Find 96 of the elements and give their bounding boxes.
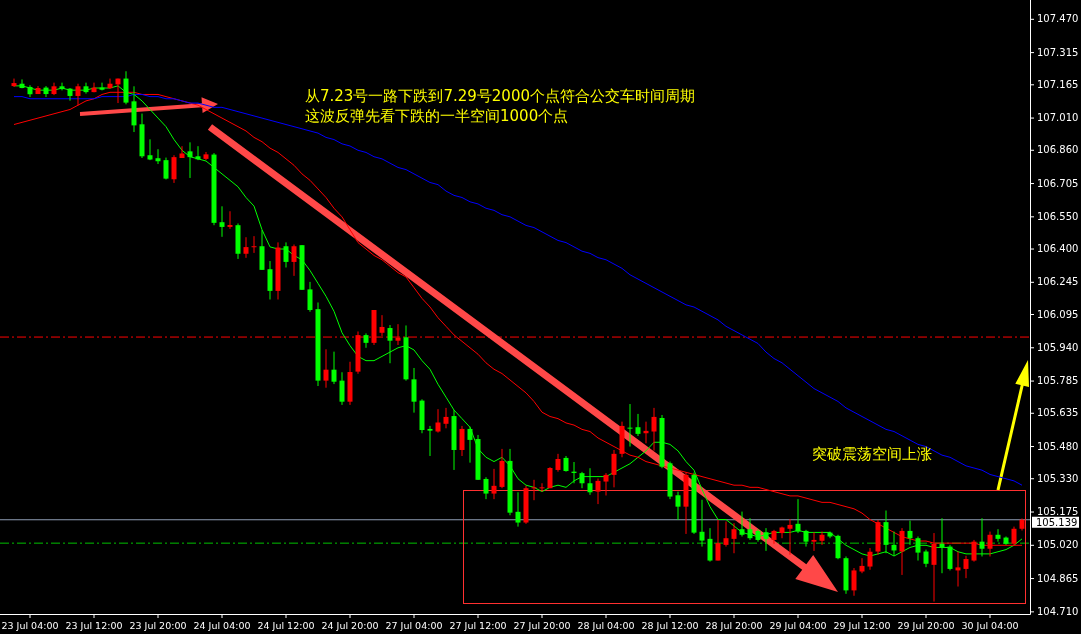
y-tick-label: 107.165: [1037, 78, 1079, 90]
candlestick: [187, 141, 193, 179]
candlestick: [699, 499, 705, 548]
candlestick: [171, 154, 177, 184]
candlestick: [955, 551, 961, 588]
candlestick: [603, 472, 609, 496]
y-tick-label: 106.705: [1037, 177, 1079, 189]
ref-line-label: 105.139: [1036, 516, 1078, 528]
candlestick: [387, 324, 393, 364]
y-tick-label: 105.020: [1037, 539, 1079, 551]
candlestick: [747, 517, 753, 541]
candlestick: [587, 467, 593, 496]
x-tick-label: 28 Jul 12:00: [641, 620, 699, 631]
candlestick: [427, 425, 433, 457]
y-tick-label: 105.330: [1037, 472, 1079, 484]
candlestick: [467, 426, 473, 464]
x-tick-label: 27 Jul 20:00: [513, 620, 571, 631]
candlestick: [739, 511, 745, 537]
candlestick: [795, 498, 801, 534]
y-tick-label: 105.480: [1037, 440, 1079, 452]
candlestick: [307, 281, 313, 313]
y-tick-label: 104.865: [1037, 572, 1079, 584]
candlestick: [443, 407, 449, 429]
y-tick-label: 106.550: [1037, 210, 1079, 222]
candlestick: [283, 241, 289, 268]
y-tick-label: 104.710: [1037, 605, 1079, 617]
annotation: 这波反弹先看下跌的一半空间1000个点: [305, 107, 569, 125]
candlestick: [291, 244, 297, 277]
x-tick-label: 24 Jul 20:00: [321, 620, 379, 631]
candlestick: [867, 547, 873, 571]
x-tick-label: 27 Jul 12:00: [449, 620, 507, 631]
candlestick: [323, 348, 329, 389]
candlestick: [635, 413, 641, 437]
annotation: 突破震荡空间上涨: [812, 445, 932, 463]
candlestick: [811, 531, 817, 552]
y-tick-label: 105.635: [1037, 407, 1079, 419]
candlestick: [907, 520, 913, 546]
candlestick: [227, 210, 233, 230]
candlestick: [627, 403, 633, 448]
candlestick: [851, 567, 857, 597]
candlestick: [539, 482, 545, 493]
candlestick: [155, 148, 161, 165]
candlestick: [11, 78, 17, 88]
candlestick: [995, 528, 1001, 543]
x-tick-label: 23 Jul 04:00: [1, 620, 59, 631]
candlestick: [219, 205, 225, 238]
y-tick-label: 105.175: [1037, 506, 1079, 518]
y-tick-label: 106.095: [1037, 308, 1079, 320]
candlestick: [731, 522, 737, 554]
candlestick: [723, 520, 729, 548]
candlestick: [707, 527, 713, 563]
candlestick: [515, 491, 521, 528]
y-tick-label: 106.400: [1037, 243, 1079, 255]
y-tick-label: 107.470: [1037, 13, 1079, 25]
candlestick: [611, 449, 617, 488]
candlestick: [363, 332, 369, 349]
candlestick: [251, 235, 257, 254]
candlestick: [595, 478, 601, 505]
candlestick: [675, 491, 681, 521]
candlestick: [531, 479, 537, 501]
annotation: 从7.23号一路下跌到7.29号2000个点符合公交车时间周期: [305, 87, 695, 105]
y-tick-label: 105.940: [1037, 341, 1079, 353]
candlestick: [195, 145, 201, 161]
candlestick: [651, 407, 657, 452]
y-tick-label: 107.010: [1037, 112, 1079, 124]
y-tick-label: 107.315: [1037, 46, 1079, 58]
x-tick-label: 24 Jul 04:00: [193, 620, 251, 631]
candlestick: [267, 260, 273, 300]
candlestick: [715, 519, 721, 562]
candlestick: [483, 476, 489, 500]
x-tick-label: 29 Jul 04:00: [769, 620, 827, 631]
candlestick: [459, 425, 465, 457]
candlestick: [883, 510, 889, 554]
x-tick-label: 27 Jul 04:00: [385, 620, 443, 631]
candlestick: [411, 367, 417, 414]
x-tick-label: 24 Jul 12:00: [257, 620, 315, 631]
candlestick: [491, 468, 497, 500]
y-tick-label: 106.860: [1037, 144, 1079, 156]
x-tick-label: 30 Jul 04:00: [961, 620, 1019, 631]
y-tick-label: 106.245: [1037, 276, 1079, 288]
candlestick: [259, 229, 265, 271]
x-tick-label: 28 Jul 20:00: [705, 620, 763, 631]
candlestick: [339, 371, 345, 406]
candlestick: [243, 236, 249, 259]
candlestick: [787, 518, 793, 556]
y-tick-label: 105.785: [1037, 375, 1079, 387]
x-tick-label: 29 Jul 20:00: [897, 620, 955, 631]
candlestick: [819, 531, 825, 546]
candlestick: [435, 408, 441, 434]
candlestick: [331, 351, 337, 385]
x-tick-label: 29 Jul 12:00: [833, 620, 891, 631]
x-tick-label: 28 Jul 04:00: [577, 620, 635, 631]
candlestick: [963, 555, 969, 579]
candlestick: [763, 527, 769, 552]
x-tick-label: 23 Jul 12:00: [65, 620, 123, 631]
x-tick-label: 23 Jul 20:00: [129, 620, 187, 631]
